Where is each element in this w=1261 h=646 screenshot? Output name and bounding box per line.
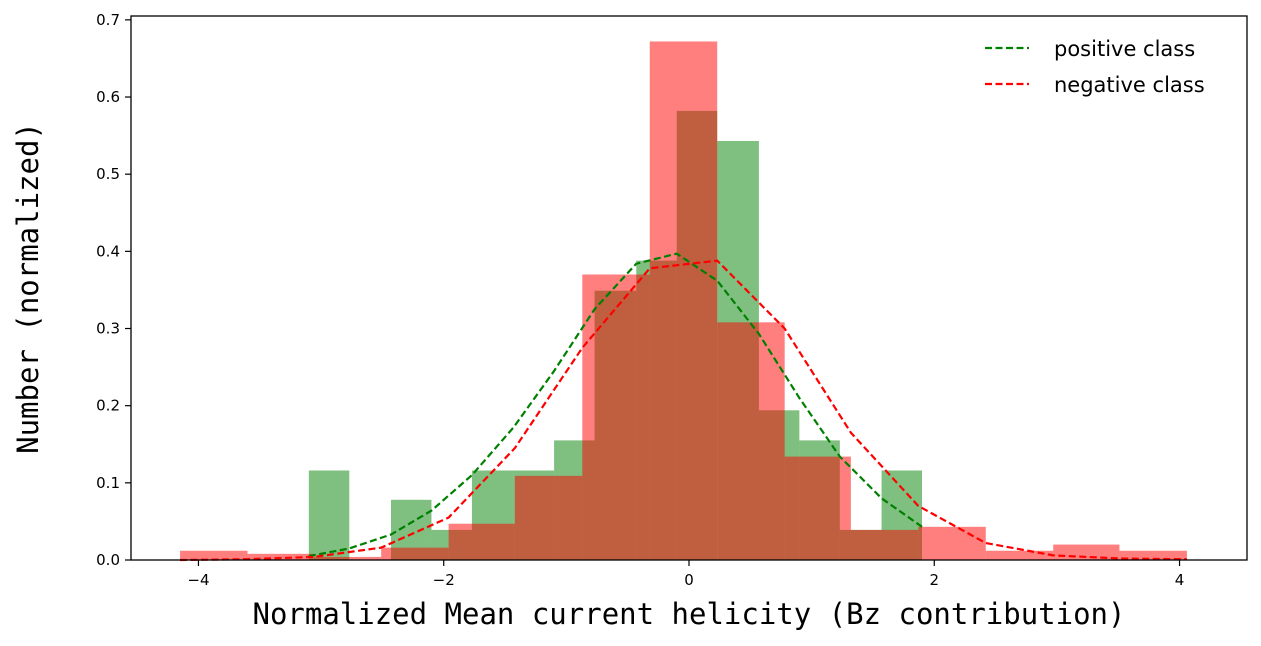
histogram-bar-negative-10 xyxy=(850,529,919,560)
legend: positive class negative class xyxy=(985,37,1205,97)
histogram-bars xyxy=(180,41,1187,560)
x-axis-ticks: −4 −2 0 2 4 xyxy=(187,560,1184,589)
y-axis-label: Number (normalized) xyxy=(11,122,45,454)
histogram-bar-negative-11 xyxy=(918,526,986,560)
histogram-bar-negative-3 xyxy=(381,547,449,560)
x-tick-label-1: −2 xyxy=(433,571,455,589)
histogram-bar-negative-2 xyxy=(313,556,382,560)
x-tick-label-0: −4 xyxy=(187,571,209,589)
histogram-bar-negative-13 xyxy=(1053,544,1120,560)
histogram-bar-negative-6 xyxy=(582,274,650,560)
histogram-bar-positive-0 xyxy=(308,470,350,560)
y-tick-label-6: 0.6 xyxy=(96,88,120,106)
density-curves xyxy=(180,252,1187,562)
y-tick-label-7: 0.7 xyxy=(96,11,120,29)
x-tick-label-4: 4 xyxy=(1175,571,1185,589)
y-tick-label-4: 0.4 xyxy=(96,242,120,260)
y-tick-label-5: 0.5 xyxy=(96,165,120,183)
histogram-bar-negative-14 xyxy=(1119,550,1187,560)
histogram-bar-negative-0 xyxy=(180,550,248,560)
y-tick-label-0: 0.0 xyxy=(96,551,120,569)
x-tick-label-2: 0 xyxy=(684,571,694,589)
histogram-bar-negative-5 xyxy=(514,475,583,560)
density-curve-positive xyxy=(308,252,923,558)
histogram-bar-negative-4 xyxy=(448,523,515,560)
y-axis-ticks: 0.0 0.1 0.2 0.3 0.4 0.5 0.6 0.7 xyxy=(96,11,131,569)
y-tick-label-1: 0.1 xyxy=(96,474,120,492)
legend-label-positive: positive class xyxy=(1054,37,1195,61)
histogram-bar-negative-8 xyxy=(717,322,785,560)
density-curve-negative xyxy=(180,259,1187,562)
y-tick-label-3: 0.3 xyxy=(96,320,120,338)
histogram-bar-negative-9 xyxy=(784,456,851,560)
histogram-bar-negative-7 xyxy=(649,41,718,560)
legend-label-negative: negative class xyxy=(1054,73,1205,97)
histogram-bar-negative-12 xyxy=(985,550,1054,560)
x-axis-label: Normalized Mean current helicity (Bz con… xyxy=(253,597,1126,631)
x-tick-label-3: 2 xyxy=(930,571,940,589)
y-tick-label-2: 0.2 xyxy=(96,397,120,415)
histogram-bar-negative-1 xyxy=(247,553,314,560)
